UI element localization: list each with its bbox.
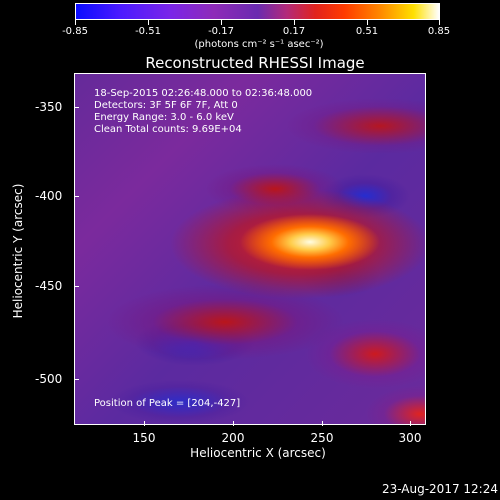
y-tick-label: -400	[35, 189, 63, 203]
x-tick-label: 250	[310, 431, 334, 445]
colorbar-label: 0.51	[355, 26, 379, 37]
y-tick-label: -450	[35, 279, 63, 293]
y-tick	[74, 107, 79, 108]
clean-counts-text: Clean Total counts: 9.69E+04	[94, 124, 242, 135]
rhessi-image	[74, 73, 426, 425]
colorbar-units: (photons cm⁻² s⁻¹ asec⁻²)	[194, 39, 324, 50]
colorbar-tick	[221, 19, 222, 25]
colorbar-tick	[294, 19, 295, 25]
colorbar-label: -0.51	[135, 26, 161, 37]
detectors-text: Detectors: 3F 5F 6F 7F, Att 0	[94, 100, 238, 111]
y-tick	[74, 379, 79, 380]
generated-timestamp: 23-Aug-2017 12:24	[381, 482, 498, 496]
colorbar-tick	[75, 19, 76, 25]
peak-position-text: Position of Peak = [204,-427]	[94, 398, 241, 409]
y-tick-label: -350	[35, 100, 63, 114]
x-tick	[410, 421, 411, 426]
y-axis-title: Heliocentric Y (arcsec)	[11, 183, 25, 319]
colorbar-tick	[148, 19, 149, 25]
x-tick-label: 200	[221, 431, 245, 445]
y-tick	[74, 286, 79, 287]
x-tick	[144, 421, 145, 426]
x-tick	[233, 421, 234, 426]
x-axis-title: Heliocentric X (arcsec)	[190, 446, 326, 460]
colorbar	[75, 3, 440, 20]
x-tick-label: 300	[398, 431, 422, 445]
colorbar-label: -0.17	[208, 26, 234, 37]
y-tick	[74, 196, 79, 197]
x-tick	[322, 421, 323, 426]
colorbar-label: 0.17	[282, 26, 306, 37]
colorbar-tick	[367, 19, 368, 25]
energy-range-text: Energy Range: 3.0 - 6.0 keV	[94, 112, 234, 123]
colorbar-label: -0.85	[62, 26, 88, 37]
colorbar-tick	[439, 19, 440, 25]
x-tick-label: 150	[132, 431, 156, 445]
y-tick-label: -500	[35, 372, 63, 386]
colorbar-label: 0.85	[427, 26, 451, 37]
time-range-text: 18-Sep-2015 02:26:48.000 to 02:36:48.000	[94, 88, 313, 99]
plot-title: Reconstructed RHESSI Image	[145, 54, 365, 72]
